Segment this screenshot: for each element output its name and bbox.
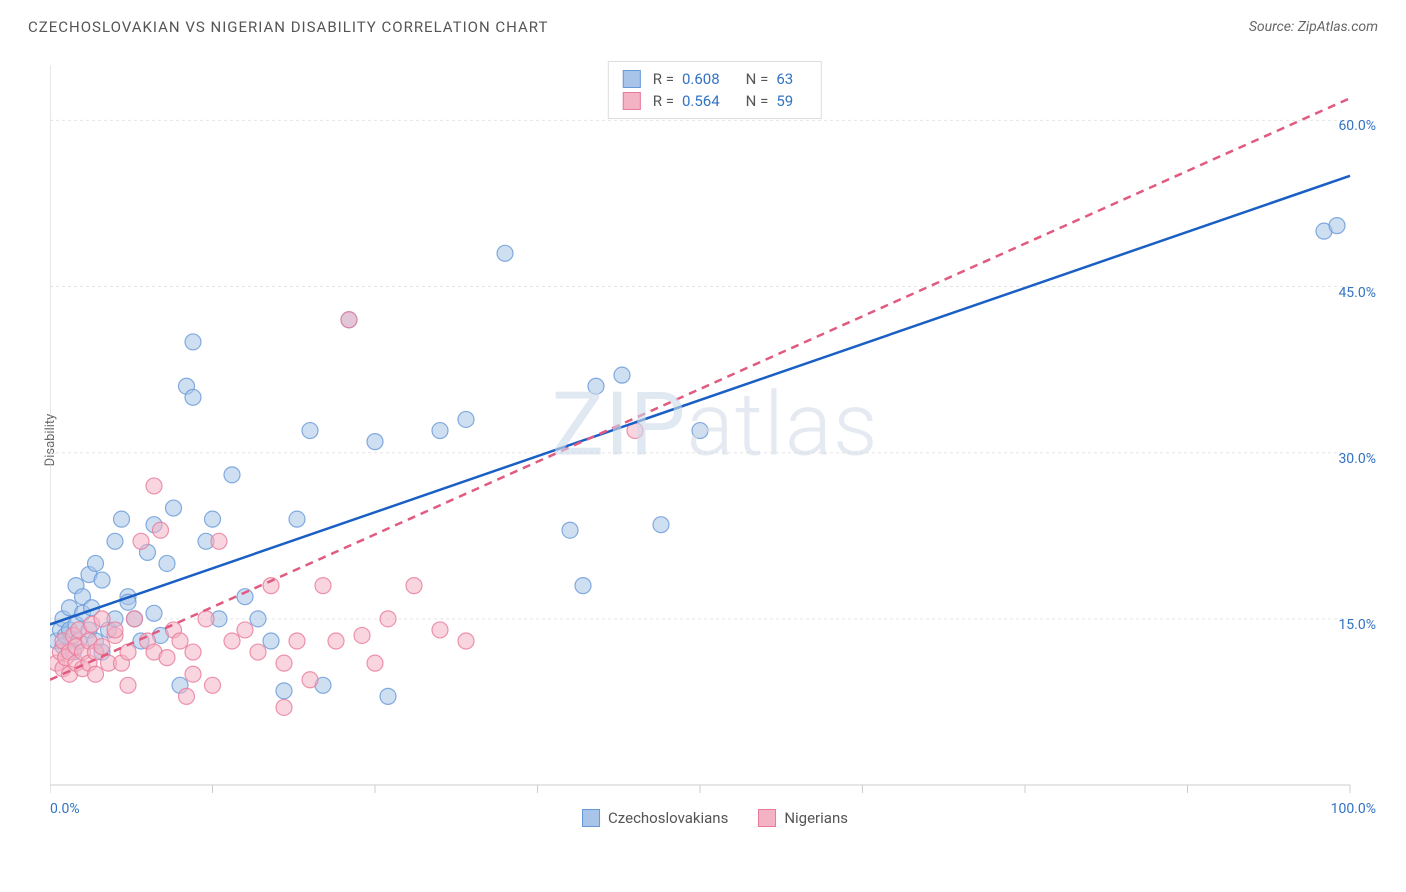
chart-area: Disability ZIPatlas R = 0.608 N = 63 R =… bbox=[50, 55, 1380, 825]
stat-label-n: N = bbox=[746, 70, 769, 88]
legend-label: Czechoslovakians bbox=[608, 809, 728, 827]
stat-label-r: R = bbox=[653, 92, 674, 110]
x-tick-label: 100.0% bbox=[1331, 801, 1376, 817]
y-tick-label: 45.0% bbox=[1338, 285, 1376, 301]
stat-value-n: 59 bbox=[776, 92, 793, 110]
legend-item: Czechoslovakians bbox=[582, 809, 728, 827]
legend-swatch bbox=[623, 92, 641, 110]
stats-row: R = 0.608 N = 63 bbox=[623, 68, 807, 90]
stat-value-r: 0.564 bbox=[682, 92, 720, 110]
legend-label: Nigerians bbox=[784, 809, 848, 827]
stat-value-n: 63 bbox=[776, 70, 793, 88]
stat-label-n: N = bbox=[746, 92, 769, 110]
series-legend: Czechoslovakians Nigerians bbox=[582, 809, 848, 827]
x-tick-label: 0.0% bbox=[50, 801, 80, 817]
y-tick-label: 30.0% bbox=[1338, 451, 1376, 467]
legend-swatch bbox=[623, 70, 641, 88]
stats-row: R = 0.564 N = 59 bbox=[623, 90, 807, 112]
scatter-plot bbox=[50, 55, 1380, 825]
y-tick-label: 60.0% bbox=[1338, 118, 1376, 134]
legend-swatch bbox=[758, 809, 776, 827]
source-attribution: Source: ZipAtlas.com bbox=[1249, 19, 1378, 35]
legend-item: Nigerians bbox=[758, 809, 848, 827]
stat-value-r: 0.608 bbox=[682, 70, 720, 88]
legend-swatch bbox=[582, 809, 600, 827]
stats-legend: R = 0.608 N = 63 R = 0.564 N = 59 bbox=[608, 61, 822, 119]
stat-label-r: R = bbox=[653, 70, 674, 88]
chart-title: CZECHOSLOVAKIAN VS NIGERIAN DISABILITY C… bbox=[28, 18, 548, 36]
y-tick-label: 15.0% bbox=[1338, 617, 1376, 633]
